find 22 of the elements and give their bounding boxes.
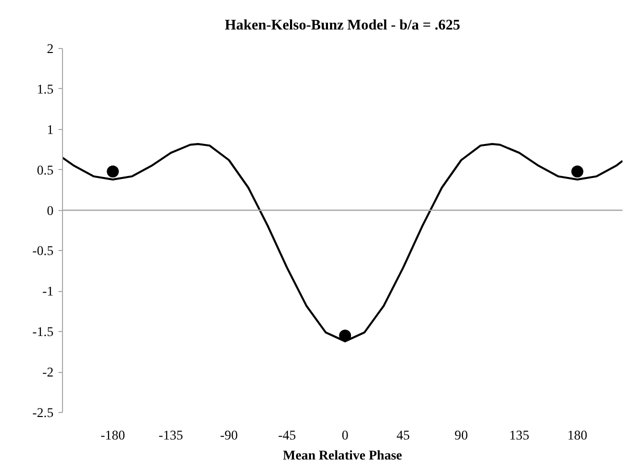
x-tick-label: -180: [100, 428, 126, 442]
y-tick-label: -1: [42, 284, 54, 299]
y-tick-label: -2: [42, 364, 54, 380]
y-tick-label: 1.5: [36, 81, 54, 96]
y-tick-label: -0.5: [32, 243, 54, 258]
x-tick-label: 90: [454, 428, 468, 442]
y-tick-label: 0.5: [36, 162, 54, 178]
x-tick-label: 180: [567, 428, 588, 442]
chart-title: Haken-Kelso-Bunz Model - b/a = .625: [224, 18, 460, 34]
x-tick-label: 45: [396, 428, 410, 442]
x-tick-label: 0: [342, 428, 349, 442]
y-tick-label: -2.5: [32, 405, 54, 420]
x-tick-label: -45: [278, 428, 296, 442]
x-tick-label: 135: [509, 428, 530, 442]
x-tick-label: -135: [158, 428, 184, 442]
line-series: [62, 142, 622, 342]
x-axis-title: Mean Relative Phase: [282, 448, 402, 462]
y-tick-label: -1.5: [32, 324, 54, 340]
y-tick-label: 1: [46, 122, 54, 137]
x-tick-label: -90: [220, 428, 238, 442]
y-tick-label: 0: [46, 202, 54, 218]
y-tick-label: 2: [46, 41, 54, 56]
